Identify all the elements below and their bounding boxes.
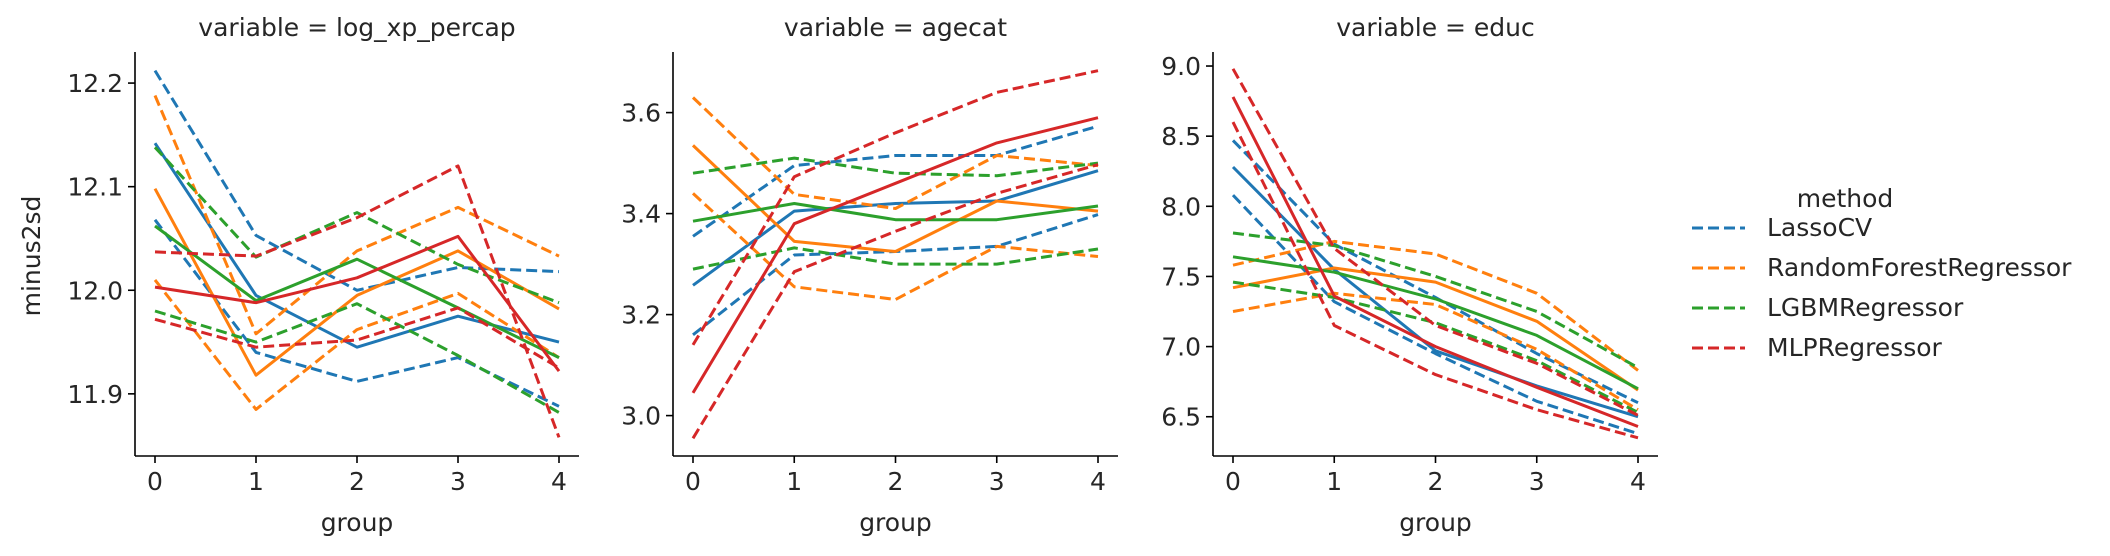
y-tick-label: 11.9 [67,380,123,409]
y-tick-label: 9.0 [1161,52,1201,81]
y-tick-label: 3.2 [621,301,661,330]
legend-label: MLPRegressor [1767,333,1943,362]
y-tick-label: 12.1 [67,173,123,202]
panel-title: variable = agecat [784,13,1007,42]
y-axis-title: minus2sd [17,196,46,317]
panel-title: variable = log_xp_percap [198,13,515,42]
x-axis-title: group [859,508,932,537]
y-tick-label: 3.0 [621,402,661,431]
panel-title: variable = educ [1336,13,1535,42]
x-tick-label: 2 [349,467,365,496]
x-tick-label: 2 [888,467,904,496]
y-tick-label: 12.2 [67,69,123,98]
x-tick-label: 1 [786,467,802,496]
legend-label: LassoCV [1767,213,1872,242]
y-tick-label: 7.0 [1161,333,1201,362]
legend-label: RandomForestRegressor [1767,253,2072,282]
y-tick-label: 3.6 [621,99,661,128]
x-tick-label: 1 [248,467,264,496]
x-axis-title: group [1399,508,1472,537]
x-tick-label: 4 [1090,467,1106,496]
y-tick-label: 3.4 [621,200,661,229]
x-tick-label: 4 [1630,467,1646,496]
x-axis-title: group [321,508,394,537]
x-tick-label: 1 [1326,467,1342,496]
legend-label: LGBMRegressor [1767,293,1964,322]
legend-title: method [1797,184,1894,213]
x-tick-label: 0 [1225,467,1241,496]
x-tick-label: 0 [685,467,701,496]
x-tick-label: 3 [989,467,1005,496]
y-tick-label: 8.5 [1161,122,1201,151]
x-tick-label: 0 [147,467,163,496]
y-tick-label: 12.0 [67,276,123,305]
x-tick-label: 3 [1529,467,1545,496]
x-tick-label: 2 [1428,467,1444,496]
x-tick-label: 3 [450,467,466,496]
x-tick-label: 4 [551,467,567,496]
y-tick-label: 7.5 [1161,262,1201,291]
y-tick-label: 8.0 [1161,192,1201,221]
y-tick-label: 6.5 [1161,403,1201,432]
